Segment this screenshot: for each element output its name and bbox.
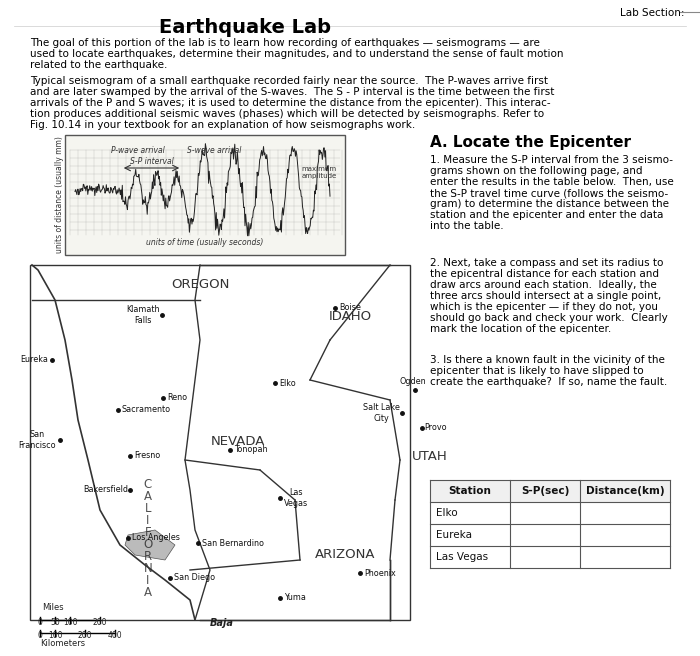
Text: Provo: Provo	[424, 424, 447, 432]
Text: three arcs should intersect at a single point,: three arcs should intersect at a single …	[430, 291, 662, 301]
Text: Los Angeles: Los Angeles	[132, 533, 180, 543]
Text: the epicentral distance for each station and: the epicentral distance for each station…	[430, 269, 659, 279]
Text: 50: 50	[50, 618, 60, 627]
Text: Las Vegas: Las Vegas	[436, 552, 488, 562]
Text: which is the epicenter — if they do not, you: which is the epicenter — if they do not,…	[430, 302, 658, 312]
Text: 200: 200	[92, 618, 107, 627]
Text: I: I	[146, 514, 150, 527]
Text: A. Locate the Epicenter: A. Locate the Epicenter	[430, 135, 631, 150]
Text: Elko: Elko	[436, 508, 458, 518]
Text: 400: 400	[108, 631, 122, 640]
Text: Station: Station	[449, 486, 491, 496]
Text: OREGON: OREGON	[171, 278, 229, 291]
Text: C: C	[144, 478, 152, 491]
Bar	[30, 265, 410, 620]
Text: R: R	[144, 550, 152, 563]
Text: San
Francisco: San Francisco	[18, 430, 56, 450]
Text: Fig. 10.14 in your textbook for an explanation of how seismographs work.: Fig. 10.14 in your textbook for an expla…	[30, 120, 415, 130]
Text: Yuma: Yuma	[284, 594, 306, 602]
Text: station and the epicenter and enter the data: station and the epicenter and enter the …	[430, 210, 664, 220]
Text: Klamath
Falls: Klamath Falls	[127, 305, 160, 325]
Text: I: I	[146, 574, 150, 587]
Text: San Diego: San Diego	[174, 573, 215, 583]
Text: Eureka: Eureka	[436, 530, 472, 540]
Text: Tonopah: Tonopah	[234, 445, 267, 455]
Text: draw arcs around each station.  Ideally, the: draw arcs around each station. Ideally, …	[430, 280, 657, 290]
Text: mark the location of the epicenter.: mark the location of the epicenter.	[430, 324, 611, 334]
Text: P-wave arrival: P-wave arrival	[111, 146, 164, 155]
Text: The goal of this portion of the lab is to learn how recording of earthquakes — s: The goal of this portion of the lab is t…	[30, 38, 540, 48]
Text: F: F	[145, 526, 151, 539]
Text: Miles: Miles	[42, 603, 64, 612]
Text: Salt Lake
City: Salt Lake City	[363, 403, 400, 422]
Text: epicenter that is likely to have slipped to: epicenter that is likely to have slipped…	[430, 366, 643, 376]
Text: Distance(km): Distance(km)	[586, 486, 664, 496]
Bar	[65, 135, 345, 255]
Text: create the earthquake?  If so, name the fault.: create the earthquake? If so, name the f…	[430, 377, 667, 387]
Text: 0: 0	[38, 618, 43, 627]
Text: 3. Is there a known fault in the vicinity of the: 3. Is there a known fault in the vicinit…	[430, 355, 665, 365]
Text: Ogden: Ogden	[400, 377, 426, 386]
Text: N: N	[144, 562, 153, 575]
Text: enter the results in the table below.  Then, use: enter the results in the table below. Th…	[430, 177, 673, 187]
Text: A: A	[144, 490, 152, 503]
Polygon shape	[125, 530, 175, 560]
Text: arrivals of the P and S waves; it is used to determine the distance from the epi: arrivals of the P and S waves; it is use…	[30, 98, 551, 108]
Bar	[430, 480, 670, 502]
Text: Boise: Boise	[339, 304, 361, 312]
Text: 1. Measure the S-P interval from the 3 seismo-: 1. Measure the S-P interval from the 3 s…	[430, 155, 673, 165]
Text: 200: 200	[78, 631, 92, 640]
Text: Phoenix: Phoenix	[364, 569, 395, 577]
Text: UTAH: UTAH	[412, 450, 448, 463]
Text: used to locate earthquakes, determine their magnitudes, and to understand the se: used to locate earthquakes, determine th…	[30, 49, 564, 59]
Text: NEVADA: NEVADA	[211, 435, 265, 448]
Text: Reno: Reno	[167, 394, 187, 403]
Text: grams shown on the following page, and: grams shown on the following page, and	[430, 166, 643, 176]
Text: Typical seismogram of a small earthquake recorded fairly near the source.  The P: Typical seismogram of a small earthquake…	[30, 76, 548, 86]
Text: O: O	[144, 538, 153, 551]
Text: IDAHO: IDAHO	[328, 310, 372, 323]
Text: Baja: Baja	[210, 618, 234, 628]
Text: gram) to determine the distance between the: gram) to determine the distance between …	[430, 199, 669, 209]
Text: S-P interval: S-P interval	[130, 157, 174, 166]
Text: Kilometers: Kilometers	[40, 639, 85, 648]
Text: units of time (usually seconds): units of time (usually seconds)	[146, 238, 264, 247]
Text: Elko: Elko	[279, 379, 295, 388]
Text: Sacramento: Sacramento	[122, 405, 171, 415]
Text: Eureka: Eureka	[20, 356, 48, 365]
Text: 0: 0	[38, 631, 43, 640]
Text: Lab Section:: Lab Section:	[620, 8, 685, 18]
Text: ARIZONA: ARIZONA	[315, 548, 375, 561]
Text: L: L	[145, 502, 151, 515]
Text: and are later swamped by the arrival of the S-waves.  The S - P interval is the : and are later swamped by the arrival of …	[30, 87, 554, 97]
Text: San Bernardino: San Bernardino	[202, 539, 264, 548]
Text: tion produces additional seismic waves (phases) which will be detected by seismo: tion produces additional seismic waves (…	[30, 109, 544, 119]
Text: Fresno: Fresno	[134, 451, 160, 461]
Text: Las
Vegas: Las Vegas	[284, 488, 308, 508]
Text: related to the earthquake.: related to the earthquake.	[30, 60, 167, 70]
Text: Earthquake Lab: Earthquake Lab	[159, 18, 331, 37]
Text: into the table.: into the table.	[430, 221, 503, 231]
Text: 100: 100	[48, 631, 62, 640]
Text: 100: 100	[63, 618, 77, 627]
Text: S-wave arrival: S-wave arrival	[187, 146, 241, 155]
Text: the S-P travel time curve (follows the seismo-: the S-P travel time curve (follows the s…	[430, 188, 668, 198]
Text: should go back and check your work.  Clearly: should go back and check your work. Clea…	[430, 313, 668, 323]
Text: A: A	[144, 586, 152, 599]
Text: Bakersfield: Bakersfield	[83, 485, 128, 495]
Text: units of distance (usually mm): units of distance (usually mm)	[55, 136, 64, 253]
Text: 2. Next, take a compass and set its radius to: 2. Next, take a compass and set its radi…	[430, 258, 664, 268]
Text: S-P(sec): S-P(sec)	[521, 486, 569, 496]
Text: maximum
amplitude: maximum amplitude	[302, 166, 337, 179]
